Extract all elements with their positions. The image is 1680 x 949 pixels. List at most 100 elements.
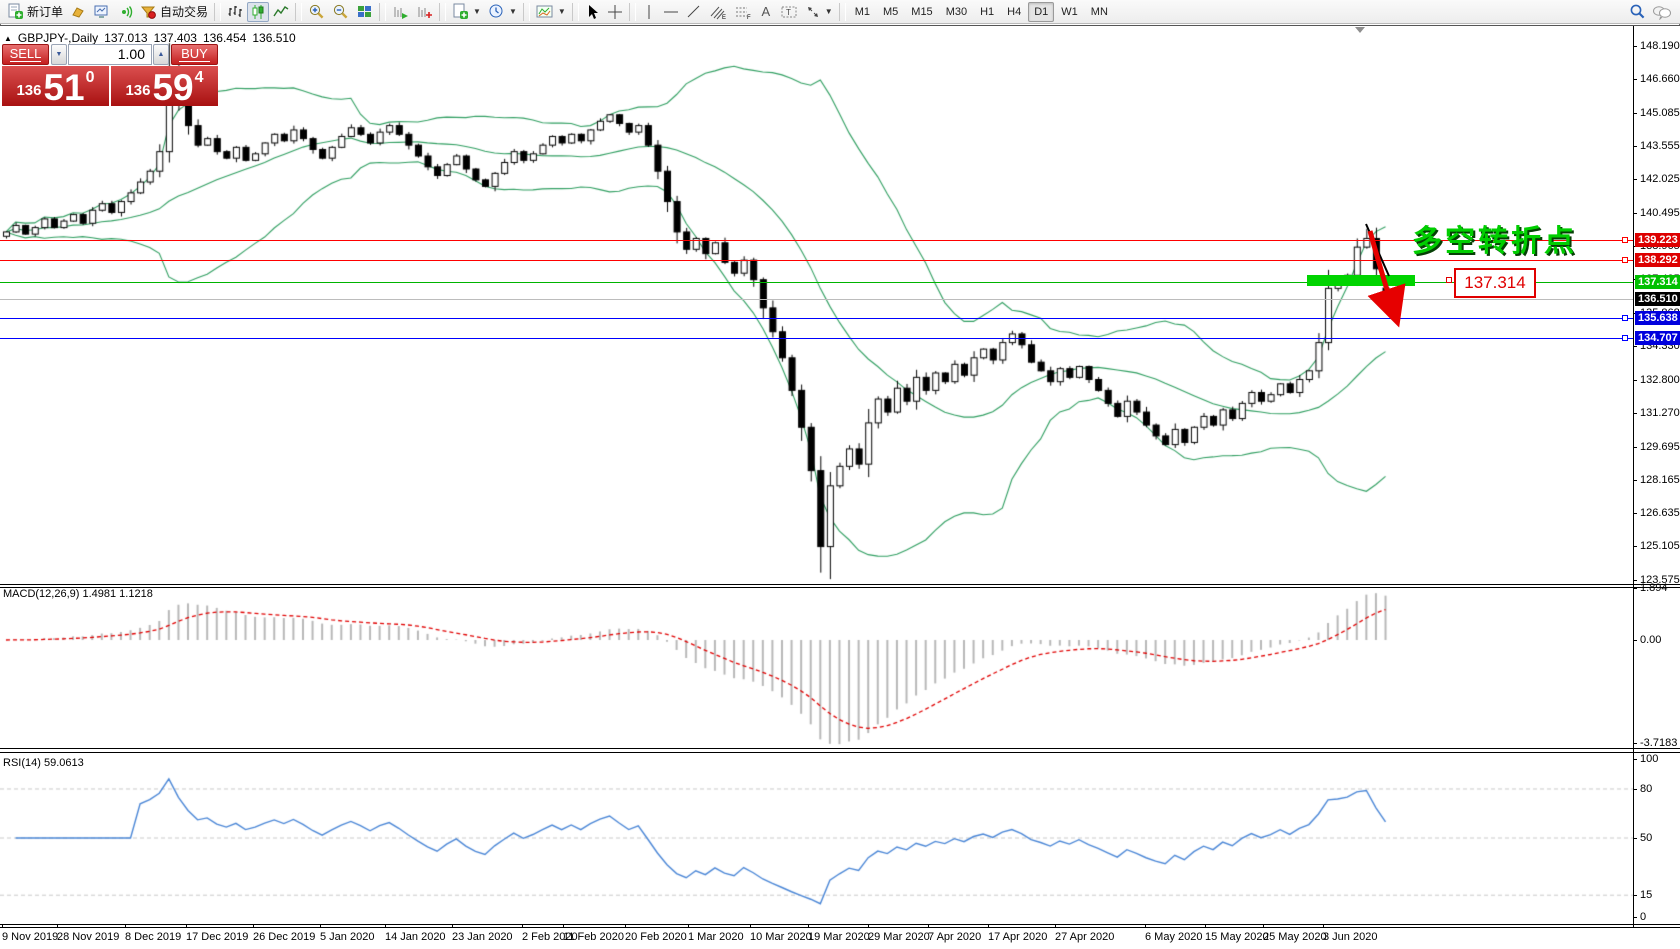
trendline-tool[interactable] bbox=[683, 2, 705, 22]
turning-point-note[interactable]: 多空转折点 bbox=[1412, 225, 1577, 258]
sell-price-panel[interactable]: 136 51 0 bbox=[2, 66, 109, 106]
sell-price-point: 0 bbox=[85, 69, 95, 86]
timeframe-button-m1[interactable]: M1 bbox=[854, 5, 870, 18]
hline-object-138.292[interactable] bbox=[0, 260, 1633, 261]
chart-area[interactable]: ▲ GBPJPY-,Daily 137.013 137.403 136.454 … bbox=[0, 26, 1680, 949]
fibonacci-tool[interactable]: F bbox=[731, 2, 755, 22]
volume-down-button[interactable]: ▼ bbox=[51, 44, 67, 65]
toolbar-separator bbox=[439, 2, 447, 21]
price-tick-label: 146.660 bbox=[1640, 73, 1680, 85]
support-zone-bar[interactable] bbox=[1307, 275, 1415, 286]
timeframe-button-h1[interactable]: H1 bbox=[980, 5, 995, 18]
rsi-label: RSI(14) 59.0613 bbox=[3, 757, 84, 769]
hline-handle[interactable] bbox=[1622, 335, 1628, 341]
market-watch-button[interactable] bbox=[67, 2, 89, 22]
time-axis-label: 1 Mar 2020 bbox=[688, 931, 744, 943]
candlestick-mode-button[interactable] bbox=[247, 1, 270, 22]
hline-object-135.638[interactable] bbox=[0, 318, 1633, 319]
timeframe-button-m30[interactable]: M30 bbox=[945, 5, 968, 18]
text-tool[interactable]: A bbox=[756, 2, 776, 22]
trendline-icon bbox=[687, 5, 700, 17]
buy-price-panel[interactable]: 136 59 4 bbox=[111, 66, 218, 106]
time-axis-label: 19 Mar 2020 bbox=[808, 931, 870, 943]
price-callout-box[interactable]: 137.314 bbox=[1454, 268, 1536, 298]
new-chart-button[interactable]: ▼ bbox=[449, 2, 484, 22]
hline-object-136.51[interactable] bbox=[0, 299, 1633, 300]
hline-object-139.223[interactable] bbox=[0, 240, 1633, 241]
time-axis-tick bbox=[563, 924, 564, 928]
time-axis-label: 15 May 2020 bbox=[1205, 931, 1269, 943]
channel-tool[interactable]: E bbox=[706, 2, 730, 22]
time-axis-label: 11 Feb 2020 bbox=[563, 931, 624, 943]
price-badge-139.223: 139.223 bbox=[1635, 233, 1680, 247]
volume-up-button[interactable]: ▲ bbox=[153, 44, 169, 65]
profiles-button[interactable]: ▼ bbox=[485, 2, 520, 22]
zoom-in-button[interactable] bbox=[305, 2, 328, 22]
time-axis-label: 25 May 2020 bbox=[1263, 931, 1327, 943]
new-order-button[interactable]: 新订单 bbox=[4, 2, 66, 22]
line-chart-mode-button[interactable] bbox=[270, 2, 292, 22]
price-chart-canvas[interactable] bbox=[0, 26, 1633, 927]
chart-shift-marker[interactable] bbox=[1355, 27, 1365, 33]
sell-button[interactable]: SELL bbox=[2, 44, 49, 65]
search-icon[interactable] bbox=[1629, 3, 1646, 20]
dropdown-caret-icon: ▼ bbox=[824, 7, 833, 16]
equidistant-channel-icon: E bbox=[710, 6, 726, 20]
hline-object-134.707[interactable] bbox=[0, 338, 1633, 339]
axis-tick bbox=[1633, 380, 1637, 381]
timeframe-button-h4[interactable]: H4 bbox=[1007, 5, 1022, 18]
timeframe-button-mn[interactable]: MN bbox=[1090, 5, 1108, 18]
hline-handle[interactable] bbox=[1622, 257, 1628, 263]
auto-trading-button[interactable]: 自动交易 bbox=[137, 2, 211, 22]
crosshair-tool-button[interactable] bbox=[604, 2, 626, 22]
hline-handle[interactable] bbox=[1622, 315, 1628, 321]
signals-button[interactable] bbox=[114, 2, 136, 22]
chat-icon[interactable] bbox=[1652, 4, 1672, 20]
price-tick-label: 131.270 bbox=[1640, 407, 1680, 419]
auto-trading-icon bbox=[140, 6, 156, 19]
time-axis-tick bbox=[808, 924, 809, 928]
arrows-tool[interactable]: ▼ bbox=[802, 2, 836, 22]
bar-chart-mode-button[interactable] bbox=[224, 2, 246, 22]
timeframe-button-m15[interactable]: M15 bbox=[911, 5, 933, 18]
volume-input[interactable]: 1.00 bbox=[68, 44, 152, 65]
zoom-out-button[interactable] bbox=[329, 2, 352, 22]
time-axis-label: 10 Mar 2020 bbox=[750, 931, 812, 943]
indicators-button[interactable]: ▼ bbox=[533, 2, 569, 22]
pane-divider[interactable] bbox=[0, 748, 1680, 749]
timeframe-button-m5[interactable]: M5 bbox=[883, 5, 899, 18]
pane-divider[interactable] bbox=[0, 587, 1680, 588]
text-label-tool[interactable]: T bbox=[777, 2, 801, 22]
hline-object-137.314[interactable] bbox=[0, 282, 1633, 283]
rsi-tick-label: 15 bbox=[1640, 889, 1653, 901]
pane-divider[interactable] bbox=[0, 584, 1680, 585]
price-tick-label: 145.085 bbox=[1640, 107, 1680, 119]
toolbar-right bbox=[1629, 3, 1676, 20]
rsi-tick-label: 0 bbox=[1640, 911, 1647, 923]
horizontal-line-tool[interactable] bbox=[660, 2, 682, 22]
time-axis-label: 9 Nov 2019 bbox=[2, 931, 59, 943]
text-label-icon: T bbox=[781, 6, 797, 17]
time-axis-tick bbox=[688, 924, 689, 928]
time-axis-label: 3 Jun 2020 bbox=[1323, 931, 1378, 943]
sell-price-pips: 51 bbox=[43, 67, 85, 108]
auto-scroll-button[interactable] bbox=[389, 2, 412, 22]
toolbar-separator bbox=[571, 2, 579, 21]
sell-arrow-object[interactable] bbox=[1367, 230, 1406, 328]
data-window-button[interactable] bbox=[90, 2, 113, 22]
time-axis-label: 26 Dec 2019 bbox=[253, 931, 316, 943]
axis-tick bbox=[1633, 413, 1637, 414]
buy-button[interactable]: BUY bbox=[171, 44, 218, 65]
pane-divider[interactable] bbox=[0, 752, 1680, 753]
chart-shift-button[interactable] bbox=[413, 2, 436, 22]
timeframe-button-d1[interactable]: D1 bbox=[1028, 1, 1055, 22]
hline-handle[interactable] bbox=[1622, 237, 1628, 243]
candlestick-icon bbox=[252, 4, 264, 19]
time-axis-label: 5 Jan 2020 bbox=[320, 931, 375, 943]
time-axis-label: 17 Apr 2020 bbox=[988, 931, 1048, 943]
axis-tick bbox=[1633, 46, 1637, 47]
cursor-tool-button[interactable] bbox=[582, 2, 603, 22]
tile-windows-button[interactable] bbox=[353, 2, 376, 22]
timeframe-button-w1[interactable]: W1 bbox=[1061, 5, 1078, 18]
vertical-line-tool[interactable] bbox=[639, 2, 659, 22]
